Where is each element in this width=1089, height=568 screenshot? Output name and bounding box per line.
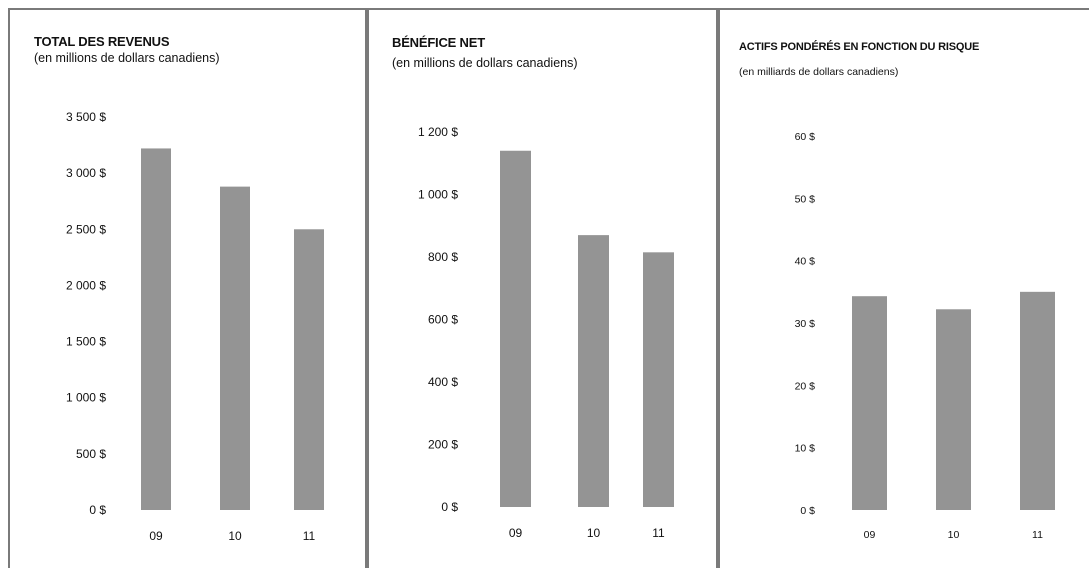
y-tick-label: 500 $ — [76, 447, 106, 461]
x-tick-label: 09 — [864, 529, 876, 541]
y-tick-label: 60 $ — [795, 131, 816, 143]
x-tick-label: 09 — [509, 526, 523, 540]
bar-11 — [643, 252, 674, 507]
bar-11 — [1020, 291, 1055, 510]
bar-09 — [500, 150, 531, 507]
y-tick-label: 1 200 $ — [418, 125, 458, 139]
chart-subtitle: (en milliards de dollars canadiens) — [739, 66, 899, 78]
x-tick-label: 10 — [587, 526, 601, 540]
chart-subtitle: (en millions de dollars canadiens) — [34, 51, 220, 65]
bar-09 — [852, 296, 887, 510]
y-tick-label: 2 000 $ — [66, 278, 106, 292]
y-tick-label: 50 $ — [795, 193, 816, 205]
bar-chart-benefice-net: 0 $ 200 $ 400 $ 600 $ 800 $ 1 000 $ 1 200 $ 09 1… — [418, 125, 674, 540]
chart-title: TOTAL DES REVENUS — [34, 34, 170, 49]
y-tick-label: 2 500 $ — [66, 222, 106, 236]
y-tick-label: 20 $ — [795, 380, 816, 392]
y-tick-label: 10 $ — [795, 443, 816, 455]
y-tick-label: 40 $ — [795, 256, 816, 268]
bar-11 — [294, 229, 324, 511]
bar-chart-total-revenus: 0 $ 500 $ 1 000 $ 1 500 $ 2 000 $ 2 500 $ 3 00… — [66, 110, 324, 543]
y-tick-label: 200 $ — [428, 438, 458, 452]
x-tick-label: 11 — [303, 529, 316, 543]
x-tick-label: 10 — [948, 529, 960, 541]
y-tick-label: 0 $ — [89, 503, 106, 517]
y-tick-label: 800 $ — [428, 250, 458, 264]
bar-chart-actifs-ponderes: 0 $ 10 $ 20 $ 30 $ 40 $ 50 $ 60 $ 09 10 11 — [795, 131, 1055, 541]
bar-10 — [936, 309, 971, 510]
bar-10 — [578, 235, 609, 507]
chart-title: BÉNÉFICE NET — [392, 35, 485, 50]
chart-title: ACTIFS PONDÉRÉS EN FONCTION DU RISQUE — [739, 41, 980, 53]
bar-10 — [220, 186, 250, 511]
x-tick-label: 10 — [228, 529, 242, 543]
x-tick-label: 11 — [1032, 529, 1043, 541]
y-tick-label: 3 500 $ — [66, 110, 106, 124]
y-tick-label: 0 $ — [800, 505, 815, 517]
chart-panel-benefice-net: BÉNÉFICE NET (en millions de dollars can… — [367, 8, 718, 568]
x-tick-label: 11 — [652, 526, 665, 540]
y-tick-label: 30 $ — [795, 318, 816, 330]
bar-09 — [141, 148, 171, 510]
y-tick-label: 1 000 $ — [66, 391, 106, 405]
y-tick-label: 3 000 $ — [66, 166, 106, 180]
y-tick-label: 0 $ — [441, 500, 458, 514]
y-tick-label: 600 $ — [428, 313, 458, 327]
x-tick-label: 09 — [149, 529, 163, 543]
y-tick-label: 1 000 $ — [418, 188, 458, 202]
chart-panel-total-revenus: TOTAL DES REVENUS (en millions de dollar… — [8, 8, 367, 568]
y-tick-label: 1 500 $ — [66, 335, 106, 349]
chart-panel-actifs-ponderes: ACTIFS PONDÉRÉS EN FONCTION DU RISQUE (e… — [718, 8, 1089, 568]
chart-subtitle: (en millions de dollars canadiens) — [392, 56, 578, 70]
y-tick-label: 400 $ — [428, 375, 458, 389]
